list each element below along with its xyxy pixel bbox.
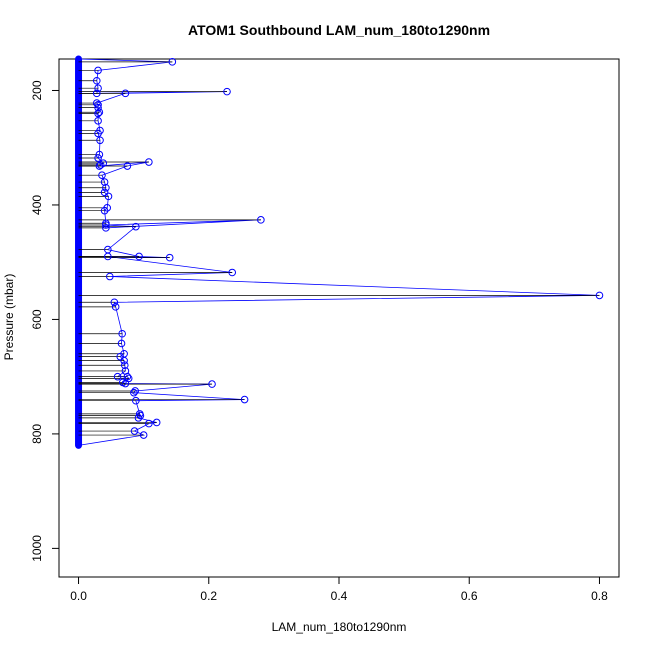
data-point [120, 361, 129, 370]
y-tick-label: 1000 [30, 535, 44, 562]
data-point [102, 183, 110, 192]
data-point [595, 291, 604, 300]
data-point [92, 76, 101, 85]
data-point [100, 178, 109, 186]
data-point [132, 222, 140, 231]
data-point [130, 388, 138, 397]
data-point [110, 298, 119, 307]
data-point [96, 161, 105, 169]
data-point [105, 272, 114, 281]
data-point [94, 117, 102, 125]
x-axis: 0.0 0.2 0.4 0.6 0.8 [70, 576, 608, 603]
data-point [94, 109, 102, 118]
data-point [134, 414, 143, 422]
data-point [117, 339, 126, 348]
data-point [123, 372, 132, 381]
y-tick-label: 400 [30, 195, 44, 215]
data-point [102, 221, 110, 229]
data-point [96, 136, 104, 145]
data-point [123, 162, 132, 170]
data-point [98, 171, 106, 179]
data-point [168, 58, 177, 66]
plot-frame [58, 58, 620, 578]
data-point [94, 103, 102, 112]
data-point [111, 303, 120, 311]
data-point [121, 89, 130, 98]
data-point [165, 253, 174, 262]
data-point [118, 329, 126, 338]
data-point [145, 158, 153, 166]
data-point [94, 154, 102, 162]
data-point [131, 387, 139, 395]
data-point [104, 252, 112, 261]
plot-area [75, 55, 604, 449]
x-axis-label: LAM_num_180to1290nm [272, 620, 407, 634]
y-tick-label: 800 [30, 424, 44, 444]
y-tick-label: 600 [30, 309, 44, 329]
data-point [152, 418, 161, 427]
x-tick-label: 0.2 [200, 589, 217, 603]
data-point [94, 84, 102, 92]
data-point [121, 379, 130, 388]
x-tick-label: 0.4 [331, 589, 348, 603]
data-point [100, 206, 109, 215]
data-point [94, 129, 102, 138]
data-point [208, 380, 216, 388]
data-point [228, 268, 237, 277]
y-tick-label: 200 [30, 80, 44, 100]
data-point [104, 192, 113, 201]
data-point [95, 150, 104, 159]
y-axis: 200 400 600 800 1000 [30, 80, 60, 562]
data-point [120, 356, 128, 365]
data-point [130, 427, 139, 435]
data-point [136, 411, 145, 420]
y-axis-label: Pressure (mbar) [2, 274, 16, 361]
data-point [113, 372, 122, 381]
data-point [92, 89, 101, 98]
data-point [132, 396, 140, 405]
x-tick-label: 0.0 [70, 589, 87, 603]
x-tick-label: 0.6 [461, 589, 478, 603]
data-point [100, 188, 109, 197]
data-point [94, 100, 102, 109]
data-point [94, 66, 102, 75]
data-point [95, 108, 104, 117]
data-point [139, 431, 148, 439]
data-point [240, 395, 249, 404]
data-point [135, 252, 143, 261]
data-point [92, 99, 101, 107]
data-point [223, 87, 231, 96]
series-line [78, 58, 600, 446]
data-point [102, 224, 110, 232]
data-point [257, 216, 265, 224]
data-point [145, 419, 153, 428]
data-point [95, 162, 104, 170]
x-tick-label: 0.8 [591, 589, 608, 603]
chart-title: ATOM1 Southbound LAM_num_180to1290nm [188, 22, 490, 38]
data-point [116, 352, 125, 361]
